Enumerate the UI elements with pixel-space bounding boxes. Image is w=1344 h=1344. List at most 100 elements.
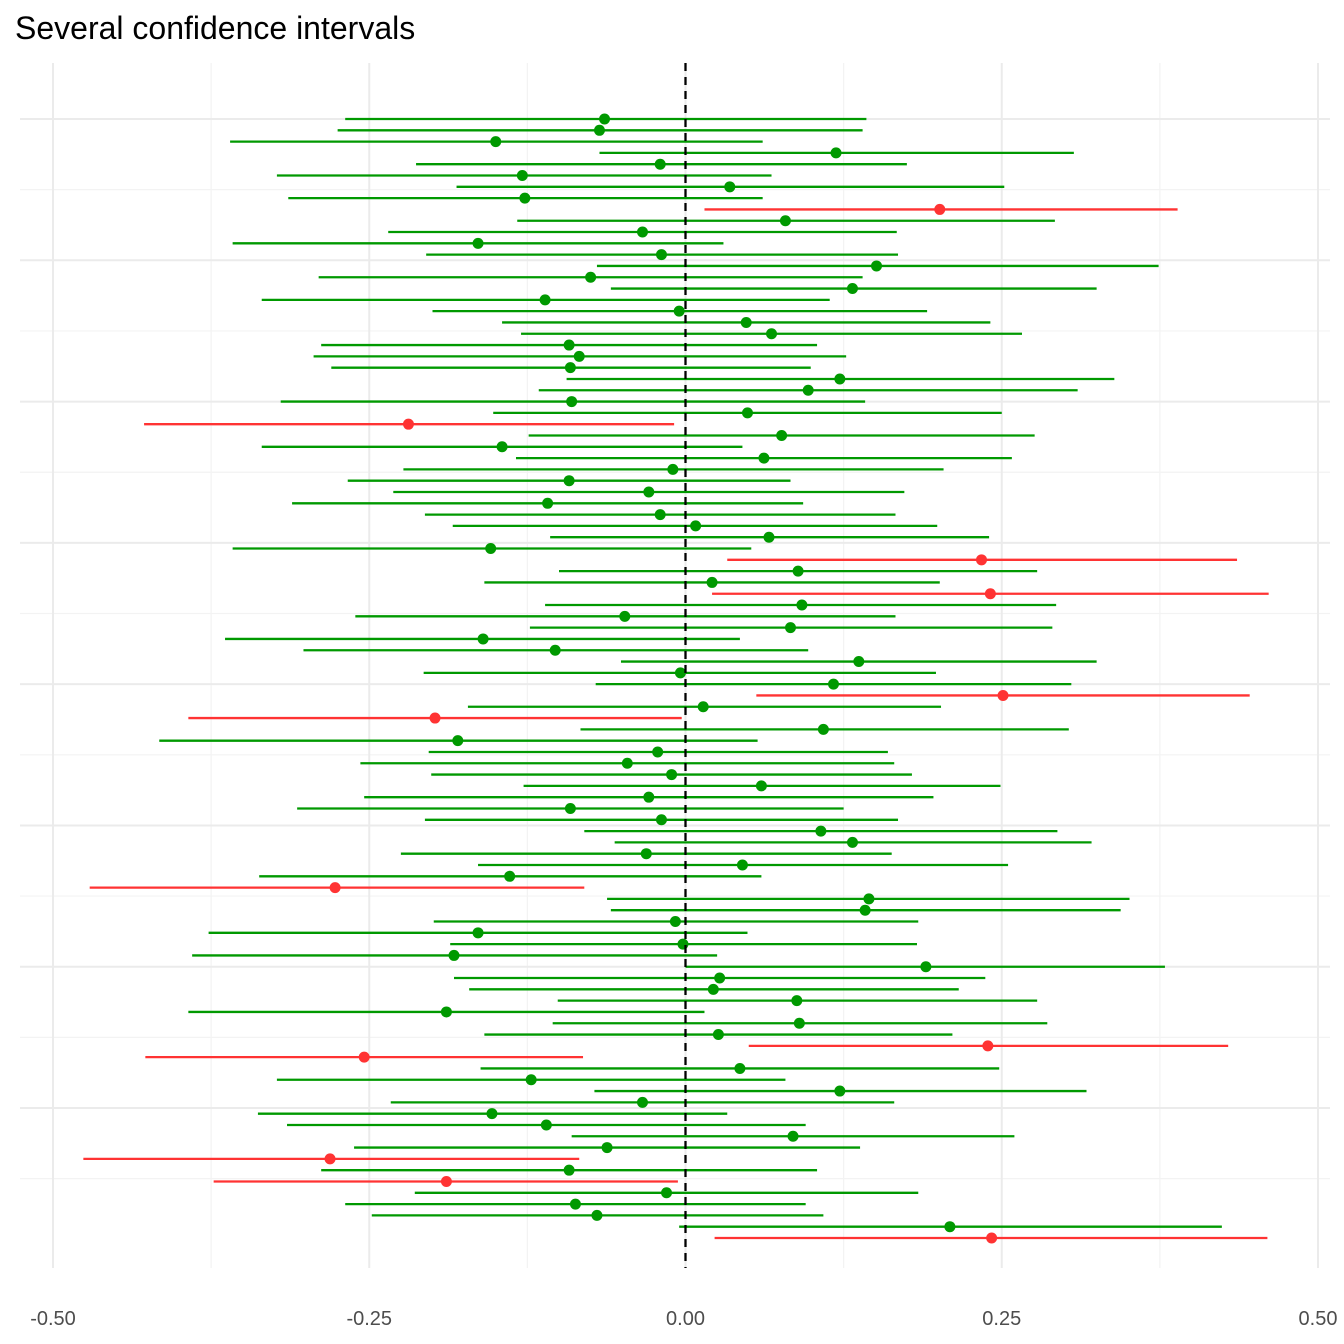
estimate-point	[549, 644, 561, 656]
estimate-point	[563, 475, 575, 487]
estimate-point	[779, 215, 791, 227]
estimate-point	[817, 723, 829, 735]
estimate-point	[654, 509, 666, 521]
estimate-point	[643, 791, 655, 803]
estimate-point	[619, 610, 631, 622]
estimate-point	[697, 701, 709, 713]
estimate-point	[519, 192, 531, 204]
estimate-point	[448, 949, 460, 961]
estimate-point	[504, 870, 516, 882]
estimate-point	[486, 1108, 498, 1120]
estimate-point	[755, 780, 767, 792]
estimate-point	[661, 1187, 673, 1199]
estimate-point	[776, 429, 788, 441]
estimate-point	[934, 203, 946, 215]
estimate-point	[707, 983, 719, 995]
estimate-point	[564, 362, 576, 374]
estimate-point	[828, 678, 840, 690]
estimate-point	[944, 1221, 956, 1233]
estimate-point	[566, 396, 578, 408]
estimate-point	[724, 181, 736, 193]
estimate-point	[652, 746, 664, 758]
estimate-point	[563, 339, 575, 351]
estimate-point	[666, 769, 678, 781]
estimate-point	[601, 1142, 613, 1154]
estimate-point	[846, 283, 858, 295]
estimate-point	[784, 622, 796, 634]
chart-title: Several confidence intervals	[15, 10, 416, 46]
estimate-point	[402, 418, 414, 430]
estimate-point	[802, 384, 814, 396]
estimate-point	[734, 1062, 746, 1074]
estimate-point	[654, 158, 666, 170]
estimate-point	[674, 667, 686, 679]
estimate-point	[677, 938, 689, 950]
x-tick-label: 0.50	[1299, 1308, 1338, 1330]
estimate-point	[655, 814, 667, 826]
estimate-point	[690, 520, 702, 532]
estimate-point	[573, 350, 585, 362]
estimate-point	[667, 463, 679, 475]
estimate-point	[564, 802, 576, 814]
estimate-point	[477, 633, 489, 645]
estimate-point	[516, 170, 528, 182]
estimate-point	[472, 927, 484, 939]
estimate-point	[673, 305, 685, 317]
estimate-point	[986, 1232, 998, 1244]
estimate-point	[791, 995, 803, 1007]
estimate-point	[766, 328, 778, 340]
estimate-point	[525, 1074, 537, 1086]
estimate-point	[358, 1051, 370, 1063]
estimate-point	[324, 1153, 336, 1165]
estimate-point	[997, 689, 1009, 701]
estimate-point	[920, 961, 932, 973]
estimate-point	[859, 904, 871, 916]
estimate-point	[863, 893, 875, 905]
estimate-point	[655, 249, 667, 261]
estimate-point	[669, 916, 681, 928]
estimate-point	[758, 452, 770, 464]
estimate-point	[485, 543, 497, 555]
estimate-point	[976, 554, 988, 566]
estimate-point	[763, 531, 775, 543]
grid-minor	[20, 63, 1330, 1268]
estimate-point	[793, 1017, 805, 1029]
estimate-point	[429, 712, 441, 724]
x-tick-label: 0.00	[666, 1308, 705, 1330]
estimate-point	[490, 136, 502, 148]
estimate-point	[440, 1175, 452, 1187]
estimate-point	[830, 147, 842, 159]
estimate-point	[853, 656, 865, 668]
x-tick-label: 0.25	[982, 1308, 1021, 1330]
estimate-point	[796, 599, 808, 611]
estimate-point	[599, 113, 611, 125]
estimate-point	[640, 848, 652, 860]
estimate-point	[712, 1029, 724, 1041]
estimate-point	[846, 836, 858, 848]
estimate-point	[329, 882, 341, 894]
estimate-point	[472, 237, 484, 249]
estimate-point	[539, 294, 551, 306]
estimate-point	[569, 1198, 581, 1210]
estimate-point	[736, 859, 748, 871]
estimate-point	[563, 1164, 575, 1176]
estimate-point	[585, 271, 597, 283]
estimate-point	[834, 373, 846, 385]
estimate-point	[452, 735, 464, 747]
estimate-point	[636, 226, 648, 238]
estimate-point	[740, 316, 752, 328]
estimate-point	[792, 565, 804, 577]
x-tick-label: -0.25	[346, 1308, 392, 1330]
estimate-point	[636, 1096, 648, 1108]
estimate-point	[714, 972, 726, 984]
estimate-point	[741, 407, 753, 419]
estimate-point	[984, 588, 996, 600]
estimate-point	[540, 1119, 552, 1131]
estimate-point	[496, 441, 508, 453]
estimate-point	[591, 1209, 603, 1221]
estimate-point	[982, 1040, 994, 1052]
estimate-point	[787, 1130, 799, 1142]
estimate-point	[834, 1085, 846, 1097]
estimate-point	[542, 497, 554, 509]
